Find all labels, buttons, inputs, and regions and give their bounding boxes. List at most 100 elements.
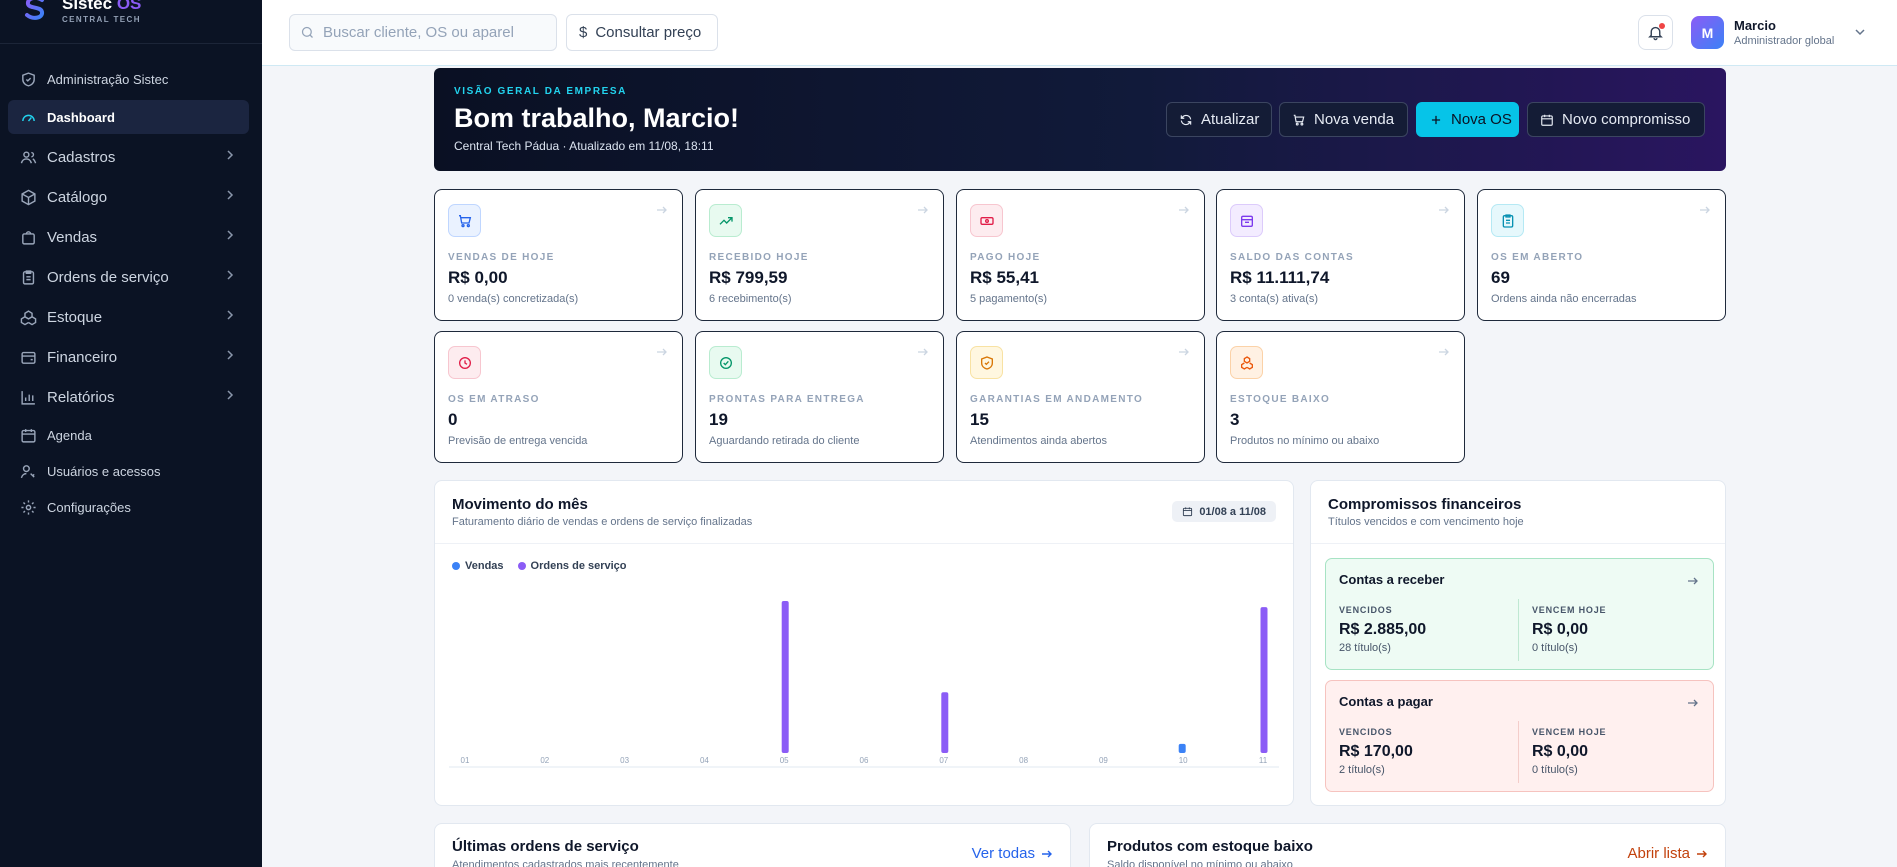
sidebar-item-label: Relatórios xyxy=(47,388,115,406)
bag-icon xyxy=(20,229,37,246)
latest-os-title: Últimas ordens de serviço xyxy=(452,838,639,855)
movement-panel: Movimento do mês Faturamento diário de v… xyxy=(434,480,1294,806)
latest-os-panel: Últimas ordens de serviço Atendimentos c… xyxy=(434,823,1071,867)
sidebar-item-admin[interactable]: Administração Sistec xyxy=(8,64,249,94)
payable-today-label: VENCEM HOJE xyxy=(1532,727,1607,737)
sidebar-item-configuracoes[interactable]: Configurações xyxy=(8,492,249,522)
sidebar-item-dashboard[interactable]: Dashboard xyxy=(8,100,249,134)
sidebar-item-ordens[interactable]: Ordens de serviço xyxy=(8,260,249,294)
sidebar-item-vendas[interactable]: Vendas xyxy=(8,220,249,254)
receivable-today-value: R$ 0,00 xyxy=(1532,621,1589,638)
boxes-icon xyxy=(1230,346,1263,379)
payable-overdue-label: VENCIDOS xyxy=(1339,727,1393,737)
gear-icon xyxy=(20,499,37,516)
new-os-button[interactable]: Nova OS xyxy=(1416,102,1519,137)
movement-chart: 01 02 03 04 05 06 07 08 09 10 11 xyxy=(449,601,1279,768)
clipboard-icon xyxy=(20,269,37,286)
receivable-card[interactable]: Contas a receber VENCIDOS R$ 2.885,00 28… xyxy=(1325,558,1714,670)
chevron-right-icon xyxy=(227,230,234,240)
kpi-value: 3 xyxy=(1230,410,1240,429)
sidebar-item-usuarios[interactable]: Usuários e acessos xyxy=(8,456,249,486)
consult-price-button[interactable]: $ Consultar preço xyxy=(566,14,718,51)
user-name[interactable]: Marcio xyxy=(1734,18,1776,33)
x-tick-label: 10 xyxy=(1179,756,1188,765)
bar-sales-10[interactable] xyxy=(1178,743,1186,753)
open-low-stock-link[interactable]: Abrir lista xyxy=(1627,845,1708,862)
sidebar-item-estoque[interactable]: Estoque xyxy=(8,300,249,334)
sidebar-nav: Administração Sistec Dashboard Cadastros… xyxy=(8,64,249,528)
financial-title: Compromissos financeiros xyxy=(1328,496,1522,513)
bar-os-07[interactable] xyxy=(941,692,949,753)
avatar[interactable]: M xyxy=(1691,16,1724,49)
x-tick-label: 05 xyxy=(780,756,789,765)
payable-overdue: VENCIDOS R$ 170,00 2 título(s) xyxy=(1339,727,1413,776)
x-tick-label: 01 xyxy=(461,756,470,765)
user-role: Administrador global xyxy=(1734,35,1835,47)
low-stock-subtitle: Saldo disponível no mínimo ou abaixo xyxy=(1107,859,1293,867)
view-all-os-link[interactable]: Ver todas xyxy=(972,845,1053,862)
open-low-stock-label: Abrir lista xyxy=(1627,845,1690,862)
kpi-warranties[interactable]: GARANTIAS EM ANDAMENTO 15 Atendimentos a… xyxy=(956,331,1205,463)
sidebar-item-agenda[interactable]: Agenda xyxy=(8,420,249,450)
sidebar-item-label: Ordens de serviço xyxy=(47,268,169,286)
kpi-desc: Ordens ainda não encerradas xyxy=(1491,293,1637,305)
x-tick-label: 04 xyxy=(700,756,709,765)
legend-item-os[interactable]: Ordens de serviço xyxy=(517,560,627,572)
new-commitment-button[interactable]: Novo compromisso xyxy=(1527,102,1705,137)
page-title: Bom trabalho, Marcio! xyxy=(454,103,740,133)
users-icon xyxy=(20,149,37,166)
kpi-desc: 6 recebimento(s) xyxy=(709,293,792,305)
refresh-button[interactable]: Atualizar xyxy=(1166,102,1272,137)
date-range-chip[interactable]: 01/08 a 11/08 xyxy=(1172,501,1276,522)
sidebar-item-cadastros[interactable]: Cadastros xyxy=(8,140,249,174)
kpi-label: SALDO DAS CONTAS xyxy=(1230,252,1354,263)
kpi-label: ESTOQUE BAIXO xyxy=(1230,394,1331,405)
sidebar-item-label: Administração Sistec xyxy=(47,71,169,87)
arrow-right-icon xyxy=(918,348,928,356)
brand: Sistec OS CENTRAL TECH xyxy=(0,0,262,44)
legend-item-sales[interactable]: Vendas xyxy=(452,560,504,572)
bell-icon xyxy=(1648,26,1663,41)
sidebar-item-label: Vendas xyxy=(47,228,98,246)
search-icon xyxy=(301,26,313,38)
search-input[interactable] xyxy=(323,24,543,41)
payable-overdue-value: R$ 170,00 xyxy=(1339,743,1413,760)
check-circle-icon xyxy=(709,346,742,379)
chevron-down-icon[interactable] xyxy=(1854,26,1866,38)
kpi-overdue-os[interactable]: OS EM ATRASO 0 Previsão de entrega venci… xyxy=(434,331,683,463)
bar-os-05[interactable] xyxy=(781,601,789,753)
box-icon xyxy=(20,189,37,206)
new-sale-button[interactable]: Nova venda xyxy=(1279,102,1408,137)
sidebar-item-financeiro[interactable]: Financeiro xyxy=(8,340,249,374)
kpi-value: R$ 799,59 xyxy=(709,268,788,287)
kpi-desc: Previsão de entrega vencida xyxy=(448,435,588,447)
search-box[interactable] xyxy=(289,14,557,51)
kpi-desc: Atendimentos ainda abertos xyxy=(970,435,1107,447)
arrow-right-icon xyxy=(1179,206,1189,214)
calendar-icon xyxy=(1183,507,1193,517)
receivable-today-count: 0 título(s) xyxy=(1532,642,1578,654)
notifications-button[interactable] xyxy=(1638,15,1673,50)
kpi-label: OS EM ATRASO xyxy=(448,394,540,405)
receivable-title: Contas a receber xyxy=(1339,572,1445,587)
chevron-right-icon xyxy=(227,190,234,200)
date-range-label: 01/08 a 11/08 xyxy=(1199,505,1266,518)
refresh-icon xyxy=(1180,114,1192,125)
kpi-open-os[interactable]: OS EM ABERTO 69 Ordens ainda não encerra… xyxy=(1477,189,1726,321)
kpi-low-stock[interactable]: ESTOQUE BAIXO 3 Produtos no mínimo ou ab… xyxy=(1216,331,1465,463)
kpi-paid-today[interactable]: PAGO HOJE R$ 55,41 5 pagamento(s) xyxy=(956,189,1205,321)
kpi-account-balance[interactable]: SALDO DAS CONTAS R$ 11.111,74 3 conta(s)… xyxy=(1216,189,1465,321)
arrow-right-icon xyxy=(1439,348,1449,356)
sidebar-item-catalogo[interactable]: Catálogo xyxy=(8,180,249,214)
kpi-received-today[interactable]: RECEBIDO HOJE R$ 799,59 6 recebimento(s) xyxy=(695,189,944,321)
chart-legend: Vendas Ordens de serviço xyxy=(452,560,641,572)
kpi-ready-delivery[interactable]: PRONTAS PARA ENTREGA 19 Aguardando retir… xyxy=(695,331,944,463)
sidebar-item-relatorios[interactable]: Relatórios xyxy=(8,380,249,414)
x-tick-label: 09 xyxy=(1099,756,1108,765)
wallet-icon xyxy=(1230,204,1263,237)
kpi-sales-today[interactable]: VENDAS DE HOJE R$ 0,00 0 venda(s) concre… xyxy=(434,189,683,321)
payable-card[interactable]: Contas a pagar VENCIDOS R$ 170,00 2 títu… xyxy=(1325,680,1714,792)
clipboard-icon xyxy=(1491,204,1524,237)
bar-os-11[interactable] xyxy=(1260,607,1268,753)
movement-subtitle: Faturamento diário de vendas e ordens de… xyxy=(452,516,753,528)
